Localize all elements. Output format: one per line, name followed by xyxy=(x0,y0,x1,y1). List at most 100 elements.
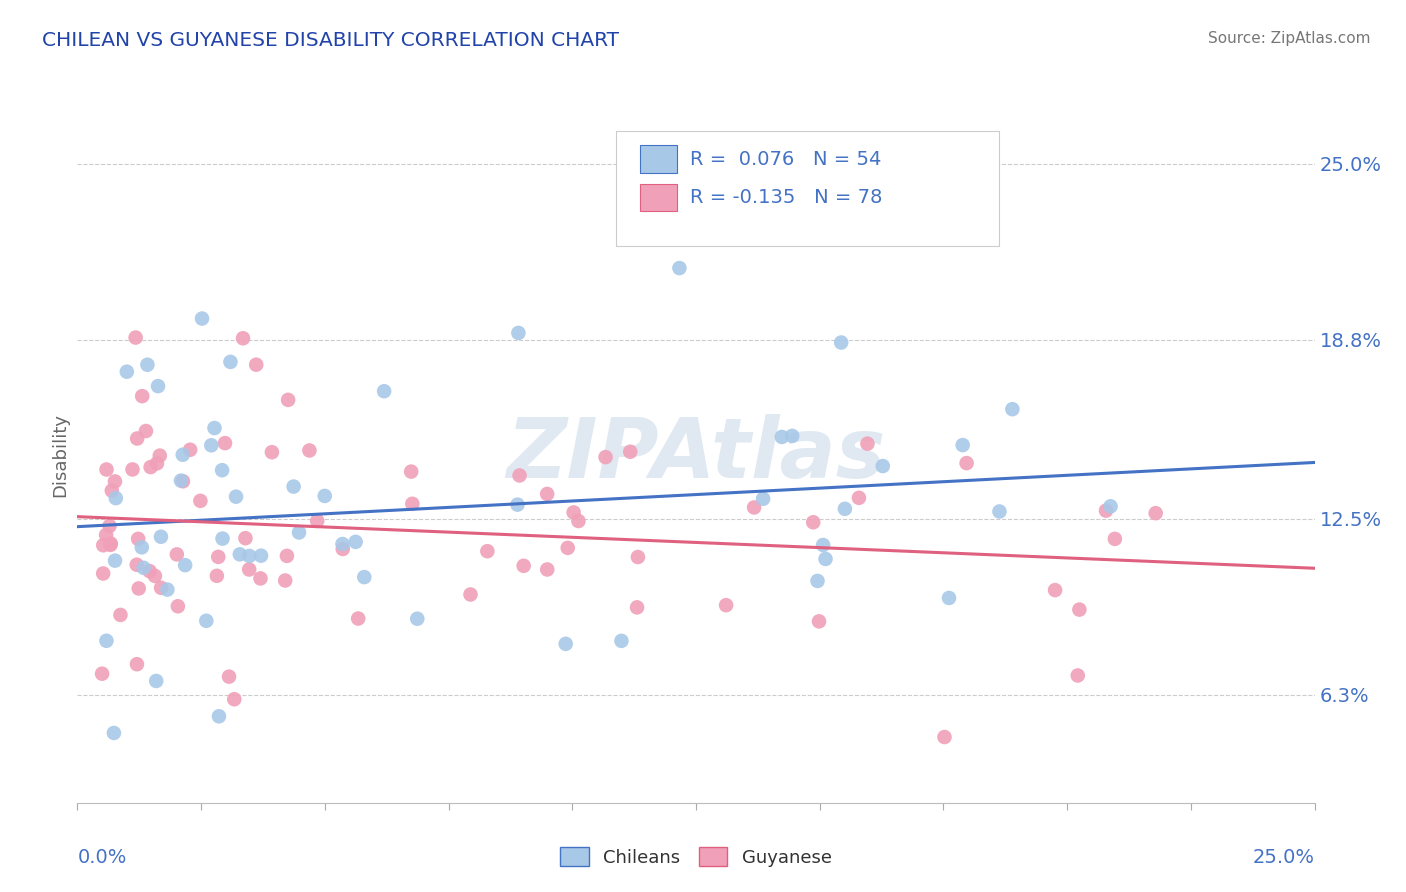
Point xyxy=(406,612,429,626)
Point xyxy=(115,365,138,379)
Text: R = -0.135   N = 78: R = -0.135 N = 78 xyxy=(690,188,882,207)
Text: R =  0.076   N = 54: R = 0.076 N = 54 xyxy=(690,150,882,169)
Point xyxy=(353,570,375,584)
Point xyxy=(399,465,422,479)
Point xyxy=(770,430,793,444)
Point xyxy=(146,456,169,470)
Point xyxy=(274,574,297,588)
Point xyxy=(595,450,617,464)
Point xyxy=(131,389,153,403)
Point xyxy=(814,552,837,566)
Point xyxy=(139,460,162,475)
Point xyxy=(1095,503,1118,517)
Point xyxy=(91,566,114,581)
Point xyxy=(668,261,690,276)
Legend: Chileans, Guyanese: Chileans, Guyanese xyxy=(553,840,839,874)
Point xyxy=(619,444,641,458)
Point xyxy=(125,558,148,572)
Point xyxy=(1144,506,1167,520)
Text: 25.0%: 25.0% xyxy=(1253,848,1315,867)
Point xyxy=(195,614,218,628)
Point xyxy=(460,587,482,601)
Point xyxy=(557,541,579,555)
Point xyxy=(94,528,117,542)
Point xyxy=(856,436,879,450)
Point xyxy=(955,456,977,470)
Point xyxy=(298,443,321,458)
FancyBboxPatch shape xyxy=(640,184,678,211)
Point xyxy=(1069,602,1091,616)
Point xyxy=(146,379,169,393)
Point xyxy=(205,569,228,583)
Point xyxy=(627,549,650,564)
Point xyxy=(536,487,558,501)
Point xyxy=(235,531,257,545)
Point xyxy=(218,670,240,684)
Point xyxy=(283,479,305,493)
Point xyxy=(132,561,155,575)
Point xyxy=(110,607,132,622)
Point xyxy=(834,501,856,516)
Point xyxy=(229,547,252,561)
Point xyxy=(91,538,114,552)
Point xyxy=(219,355,242,369)
Point xyxy=(344,534,367,549)
Point xyxy=(567,514,589,528)
Point xyxy=(172,448,194,462)
Point xyxy=(156,582,179,597)
Point xyxy=(128,582,150,596)
Point xyxy=(562,505,585,519)
Point xyxy=(347,611,370,625)
Point xyxy=(314,489,336,503)
Point xyxy=(143,569,166,583)
Point xyxy=(506,498,529,512)
Point xyxy=(104,554,127,568)
Point xyxy=(780,429,803,443)
Point xyxy=(934,730,956,744)
Point xyxy=(332,537,354,551)
Point xyxy=(848,491,870,505)
FancyBboxPatch shape xyxy=(640,145,678,173)
Point xyxy=(806,574,828,588)
Point xyxy=(830,335,852,350)
FancyBboxPatch shape xyxy=(616,131,1000,246)
Point xyxy=(138,564,160,578)
Point xyxy=(174,558,197,573)
Text: Source: ZipAtlas.com: Source: ZipAtlas.com xyxy=(1208,31,1371,46)
Point xyxy=(250,549,273,563)
Point xyxy=(179,442,201,457)
Point xyxy=(172,475,194,489)
Point xyxy=(166,548,188,562)
Point xyxy=(96,462,118,476)
Point xyxy=(91,666,114,681)
Point xyxy=(508,326,530,340)
Point xyxy=(127,432,149,446)
Point xyxy=(135,424,157,438)
Point xyxy=(277,392,299,407)
Text: 0.0%: 0.0% xyxy=(77,848,127,867)
Point xyxy=(714,598,737,612)
Text: ZIPAtlas: ZIPAtlas xyxy=(506,415,886,495)
Point xyxy=(1104,532,1126,546)
Point xyxy=(211,463,233,477)
Point xyxy=(536,562,558,576)
Point xyxy=(190,493,212,508)
Point xyxy=(752,491,775,506)
Point xyxy=(101,483,124,498)
Point xyxy=(150,581,173,595)
Point xyxy=(204,421,226,435)
Point xyxy=(211,532,233,546)
Point xyxy=(938,591,960,605)
Point xyxy=(98,519,121,533)
Point xyxy=(276,549,298,563)
Point xyxy=(1099,500,1122,514)
Point xyxy=(1043,583,1066,598)
Point xyxy=(167,599,190,614)
Point xyxy=(136,358,159,372)
Point xyxy=(811,538,834,552)
Point xyxy=(1001,402,1024,417)
Point xyxy=(742,500,765,515)
Point xyxy=(131,541,153,555)
Point xyxy=(149,449,172,463)
Point xyxy=(191,311,214,326)
